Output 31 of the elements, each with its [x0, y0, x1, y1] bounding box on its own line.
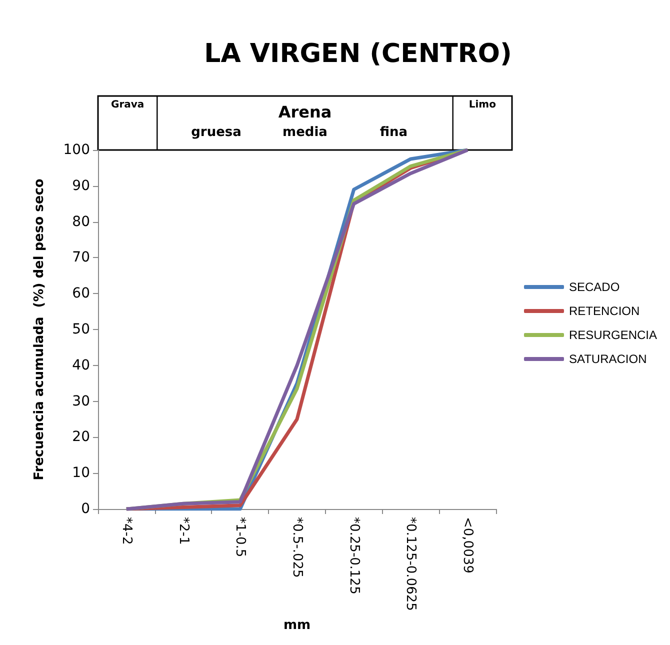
y-tick-label: 10 [72, 465, 90, 482]
legend-label: RETENCION [568, 304, 640, 318]
y-tick-label: 20 [72, 429, 90, 446]
x-tick-label: *0.125-0.0625 [403, 517, 418, 611]
x-tick-label: *4-2 [118, 517, 134, 545]
legend-label: RESURGENCIA [568, 328, 657, 342]
y-tick-label: 70 [72, 250, 90, 266]
legend-label: SECADO [568, 280, 620, 294]
y-tick-label: 40 [72, 357, 90, 374]
text: gruesa [191, 125, 242, 140]
y-tick-label: 50 [72, 322, 90, 338]
text: fina [380, 125, 408, 140]
y-axis-title: Frecuencia acumulada (%) del peso seco [32, 178, 47, 480]
legend-label: SATURACION [568, 352, 647, 366]
text: media [282, 125, 328, 140]
x-tick-label: *2-1 [176, 517, 191, 545]
x-tick-label: *0.25-0.125 [346, 517, 362, 594]
text: Limo [468, 100, 496, 110]
y-tick-label: 0 [81, 501, 90, 517]
x-tick-label: *0.5-.025 [290, 517, 304, 578]
y-tick-label: 30 [72, 393, 90, 410]
y-tick-label: 90 [72, 178, 90, 194]
y-tick-label: 80 [72, 214, 90, 230]
y-tick-label: 60 [72, 286, 90, 302]
x-axis-title: mm [283, 618, 311, 633]
x-tick-label: *1-0.5 [232, 517, 248, 558]
y-tick-label: 100 [63, 142, 90, 158]
x-tick-label: <0,0039 [460, 517, 476, 574]
text: Grava [110, 100, 144, 110]
text: Arena [278, 102, 332, 122]
chart-title: LA VIRGEN (CENTRO) [204, 39, 512, 69]
